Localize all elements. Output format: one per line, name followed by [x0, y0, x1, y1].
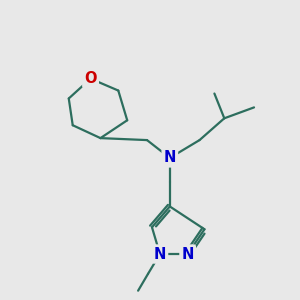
Text: O: O: [84, 71, 97, 86]
Text: N: N: [182, 247, 194, 262]
Text: N: N: [154, 247, 166, 262]
Text: N: N: [164, 150, 176, 165]
